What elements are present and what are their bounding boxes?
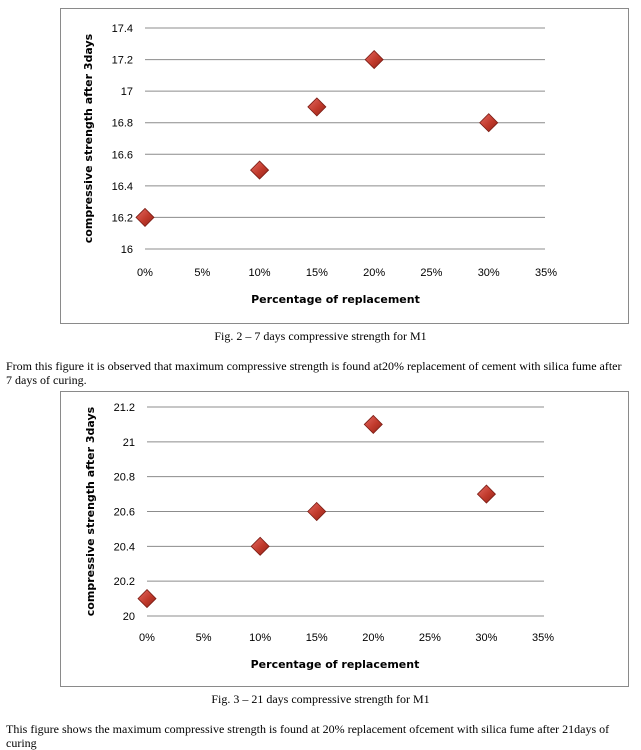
chart2-x-tick-label: 20%	[362, 632, 384, 644]
chart1-y-tick-label: 16	[121, 244, 133, 256]
chart2-data-point	[307, 501, 327, 522]
paragraph-fig3-observation: This figure shows the maximum compressiv…	[6, 722, 610, 750]
chart2-y-tick-label: 20.6	[114, 507, 135, 519]
chart1-y-tick-label: 17.2	[112, 55, 133, 67]
chart1-x-tick-label: 10%	[249, 267, 271, 279]
chart-fig2-svg: 16 16.2 16.4 16.6 16.8 17 17.2 17.4 0% 5% 10% 15% 20…	[82, 23, 557, 306]
chart1-data-point	[364, 50, 384, 70]
chart1-data-point	[479, 113, 499, 133]
chart1-y-tick-label: 17.4	[112, 23, 133, 35]
chart-fig2: 16 16.2 16.4 16.6 16.8 17 17.2 17.4 0% 5% 10% 15% 20…	[60, 8, 629, 324]
chart2-y-tick-label: 21.2	[114, 402, 135, 414]
chart2-y-tick-label: 20	[123, 611, 135, 623]
chart1-x-tick-label: 0%	[137, 267, 153, 279]
chart1-y-tick-label: 17	[121, 86, 133, 98]
chart2-x-tick-label: 0%	[139, 632, 155, 644]
chart2-data-point	[250, 536, 270, 556]
paragraph-fig2-observation: From this figure it is observed that max…	[6, 359, 622, 387]
chart2-x-tick-label: 15%	[306, 632, 328, 644]
chart1-data-point	[135, 207, 155, 227]
chart2-y-tick-label: 21	[123, 437, 135, 449]
chart2-x-axis-title: Percentage of replacement	[251, 658, 420, 671]
chart2-data-point	[476, 484, 496, 504]
chart1-x-axis-title: Percentage of replacement	[251, 293, 420, 306]
chart1-x-tick-label: 35%	[535, 267, 557, 279]
chart1-y-tick-label: 16.6	[112, 149, 133, 161]
chart2-y-tick-label: 20.2	[114, 576, 135, 588]
chart-fig3-svg: 20 20.2 20.4 20.6 20.8 21 21.2 0% 5% 10% 15% 20% 25%…	[84, 402, 554, 671]
caption-fig2: Fig. 2 – 7 days compressive strength for…	[214, 329, 427, 343]
chart1-x-tick-label: 5%	[194, 267, 210, 279]
chart1-x-tick-label: 30%	[478, 267, 500, 279]
chart2-y-tick-label: 20.4	[114, 541, 135, 553]
caption-fig3: Fig. 3 – 21 days compressive strength fo…	[211, 692, 430, 706]
chart2-x-tick-label: 10%	[249, 632, 271, 644]
chart2-y-tick-label: 20.8	[114, 472, 135, 484]
chart1-y-axis-title: compressive strength after 3days	[82, 33, 95, 243]
chart1-y-tick-label: 16.4	[112, 181, 133, 193]
chart2-x-tick-label: 25%	[419, 632, 441, 644]
chart1-x-tick-label: 20%	[363, 267, 385, 279]
chart1-y-tick-label: 16.2	[112, 212, 133, 224]
chart1-x-tick-label: 15%	[306, 267, 328, 279]
chart2-y-axis-title: compressive strength after 3days	[84, 406, 97, 616]
chart1-x-tick-label: 25%	[420, 267, 442, 279]
chart2-x-tick-label: 5%	[196, 632, 212, 644]
chart2-x-tick-label: 35%	[532, 632, 554, 644]
chart1-data-point	[307, 97, 327, 117]
chart2-data-point	[137, 589, 157, 609]
chart1-y-tick-label: 16.8	[112, 118, 133, 130]
chart2-x-tick-label: 30%	[475, 632, 497, 644]
chart1-data-point	[250, 160, 270, 180]
chart-fig3: 20 20.2 20.4 20.6 20.8 21 21.2 0% 5% 10% 15% 20% 25%…	[60, 391, 629, 687]
chart2-data-point	[363, 414, 383, 434]
